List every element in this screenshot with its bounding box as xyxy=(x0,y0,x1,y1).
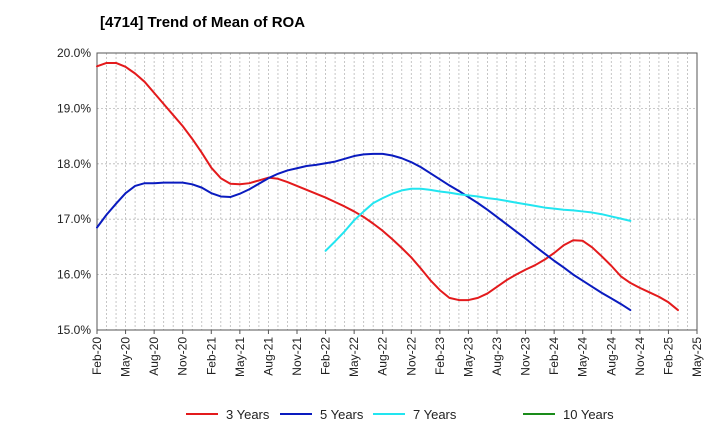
legend-label: 3 Years xyxy=(226,407,270,422)
series-line-5-years xyxy=(96,152,632,312)
x-tick-label: May-25 xyxy=(690,337,704,377)
y-tick-label: 17.0% xyxy=(57,212,91,226)
legend: 3 Years 5 Years 7 Years 10 Years xyxy=(186,407,614,422)
x-tick-label: Feb-21 xyxy=(204,337,218,375)
series-lines xyxy=(96,61,679,312)
y-tick-label: 20.0% xyxy=(57,46,91,60)
x-tick-label: Feb-22 xyxy=(319,337,333,375)
x-tick-label: May-24 xyxy=(576,337,590,377)
x-tick-label: May-21 xyxy=(233,337,247,377)
x-tick-label: May-20 xyxy=(119,337,133,377)
x-tick-label: Nov-22 xyxy=(404,337,418,376)
x-tick-label: Nov-24 xyxy=(633,337,647,376)
plot-frame xyxy=(96,52,698,331)
x-tick-label: Feb-23 xyxy=(433,337,447,375)
x-tick-label: May-22 xyxy=(347,337,361,377)
y-tick-label: 18.0% xyxy=(57,157,91,171)
legend-label: 10 Years xyxy=(563,407,614,422)
x-tick-label: Aug-22 xyxy=(376,337,390,376)
x-tick-label: Nov-21 xyxy=(290,337,304,376)
x-tick-label: Feb-24 xyxy=(547,337,561,375)
x-tick-label: Aug-24 xyxy=(604,337,618,376)
y-axis-ticks: 15.0% 16.0% 17.0% 18.0% 19.0% 20.0% xyxy=(57,46,91,337)
x-tick-label: Aug-23 xyxy=(490,337,504,376)
series-line-7-years xyxy=(324,187,632,252)
y-tick-label: 19.0% xyxy=(57,101,91,115)
x-tick-label: Feb-25 xyxy=(661,337,675,375)
y-tick-label: 16.0% xyxy=(57,268,91,282)
x-tick-label: Feb-20 xyxy=(90,337,104,375)
series-line-3-years xyxy=(96,61,679,312)
x-tick-label: Nov-23 xyxy=(519,337,533,376)
x-tick-label: Aug-20 xyxy=(147,337,161,376)
chart-title: [4714] Trend of Mean of ROA xyxy=(100,14,306,31)
plot-border xyxy=(96,52,698,331)
legend-label: 5 Years xyxy=(320,407,364,422)
legend-label: 7 Years xyxy=(413,407,457,422)
y-tick-label: 15.0% xyxy=(57,323,91,337)
x-tick-label: Nov-20 xyxy=(176,337,190,376)
x-axis-ticks: Feb-20 May-20 Aug-20 Nov-20 Feb-21 May-21 Aug-… xyxy=(90,330,704,377)
x-tick-label: Aug-21 xyxy=(261,337,275,376)
x-tick-label: May-23 xyxy=(461,337,475,377)
